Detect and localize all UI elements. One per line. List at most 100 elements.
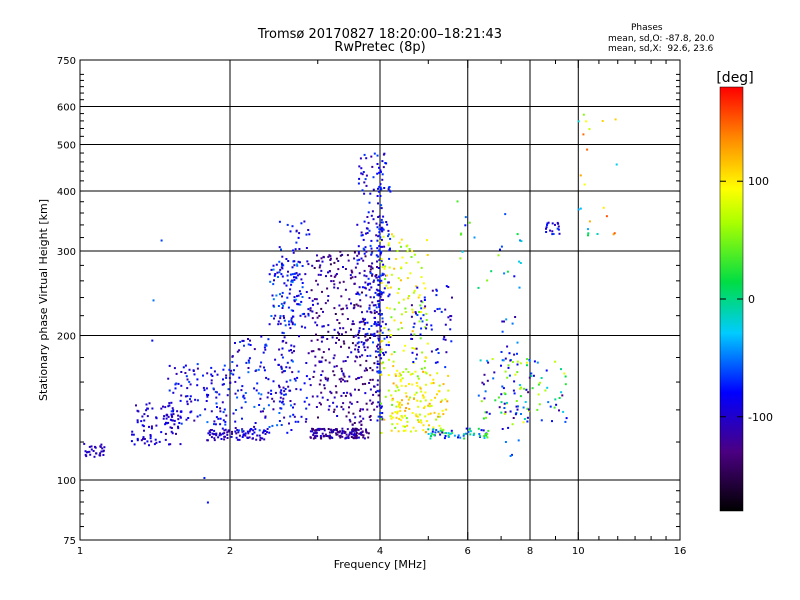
echo-point xyxy=(506,376,509,379)
echo-point xyxy=(526,364,528,367)
echo-point xyxy=(420,327,423,330)
echo-point xyxy=(355,429,358,432)
echo-point xyxy=(210,373,213,376)
echo-point xyxy=(389,247,391,250)
echo-point xyxy=(408,295,411,297)
echo-point xyxy=(554,360,557,363)
echo-point xyxy=(242,394,245,397)
echo-point xyxy=(242,395,245,398)
echo-point xyxy=(419,317,422,320)
echo-point xyxy=(350,433,353,436)
echo-point xyxy=(380,250,383,253)
chart-subtitle: RwPretec (8p) xyxy=(334,40,426,55)
echo-point xyxy=(430,399,433,402)
echo-point xyxy=(439,429,442,432)
echo-point xyxy=(378,215,381,218)
echo-point xyxy=(400,245,402,248)
echo-point xyxy=(519,387,522,390)
echo-point xyxy=(210,366,213,369)
echo-point xyxy=(219,410,222,413)
echo-point xyxy=(380,402,382,405)
echo-point xyxy=(355,293,358,295)
echo-point xyxy=(162,405,164,408)
echo-point xyxy=(341,333,343,336)
echo-point xyxy=(478,433,481,435)
echo-point xyxy=(343,380,346,383)
echo-point xyxy=(143,438,146,440)
y-tick-label: 600 xyxy=(57,103,76,114)
echo-point xyxy=(241,430,244,433)
echo-point xyxy=(215,402,218,405)
echo-point xyxy=(473,236,476,239)
echo-point xyxy=(381,230,384,233)
echo-point xyxy=(337,260,340,262)
echo-point xyxy=(560,368,562,371)
echo-point xyxy=(511,322,514,325)
echo-point xyxy=(513,275,516,278)
echo-point xyxy=(169,426,172,429)
echo-point xyxy=(557,225,560,228)
echo-point xyxy=(272,268,275,271)
echo-point xyxy=(396,386,399,389)
echo-point xyxy=(332,357,335,360)
echo-point xyxy=(202,386,205,389)
echo-point xyxy=(273,317,275,320)
echo-point xyxy=(485,411,488,414)
echo-point xyxy=(175,432,177,435)
echo-point xyxy=(318,401,321,404)
echo-point xyxy=(99,445,102,448)
x-tick-label: 8 xyxy=(527,546,533,557)
echo-point xyxy=(478,435,481,437)
echo-point xyxy=(388,257,391,260)
echo-point xyxy=(545,231,548,233)
echo-point xyxy=(392,382,395,385)
echo-point xyxy=(241,385,244,388)
echo-point xyxy=(382,263,385,266)
echo-point xyxy=(379,411,382,414)
echo-point xyxy=(469,433,472,436)
echo-point xyxy=(413,333,416,336)
echo-point xyxy=(360,376,363,379)
echo-point xyxy=(266,396,269,399)
echo-point xyxy=(438,415,441,418)
echo-point xyxy=(545,226,548,229)
x-axis-label: Frequency [MHz] xyxy=(334,558,426,571)
echo-point xyxy=(155,441,158,444)
echo-point xyxy=(221,432,224,435)
echo-point xyxy=(389,286,392,289)
echo-point xyxy=(538,403,541,406)
echo-point xyxy=(501,385,504,388)
echo-point xyxy=(514,413,517,416)
echo-point xyxy=(363,369,366,372)
echo-point xyxy=(407,398,410,401)
echo-point xyxy=(404,311,407,313)
echo-point xyxy=(140,420,143,423)
echo-point xyxy=(415,414,418,417)
echo-point xyxy=(518,260,521,263)
echo-point xyxy=(259,365,262,368)
echo-point xyxy=(526,420,529,423)
echo-point xyxy=(292,406,294,409)
echo-point xyxy=(430,328,433,331)
echo-point xyxy=(322,435,325,438)
echo-point xyxy=(309,430,312,433)
echo-point xyxy=(234,380,237,383)
echo-point xyxy=(352,436,355,439)
echo-point xyxy=(530,375,533,378)
echo-point xyxy=(402,371,405,373)
echo-point xyxy=(85,455,88,458)
echo-point xyxy=(338,322,341,325)
echo-point xyxy=(468,428,471,431)
echo-point xyxy=(168,364,171,367)
echo-point xyxy=(363,192,366,195)
echo-point xyxy=(283,282,286,285)
echo-point xyxy=(346,307,349,310)
echo-point xyxy=(171,407,174,410)
echo-point xyxy=(290,309,293,312)
echo-point xyxy=(337,331,339,334)
echo-point xyxy=(375,356,378,359)
echo-point xyxy=(379,239,382,242)
echo-point xyxy=(435,429,438,431)
echo-point xyxy=(241,417,243,420)
echo-point xyxy=(524,401,527,403)
